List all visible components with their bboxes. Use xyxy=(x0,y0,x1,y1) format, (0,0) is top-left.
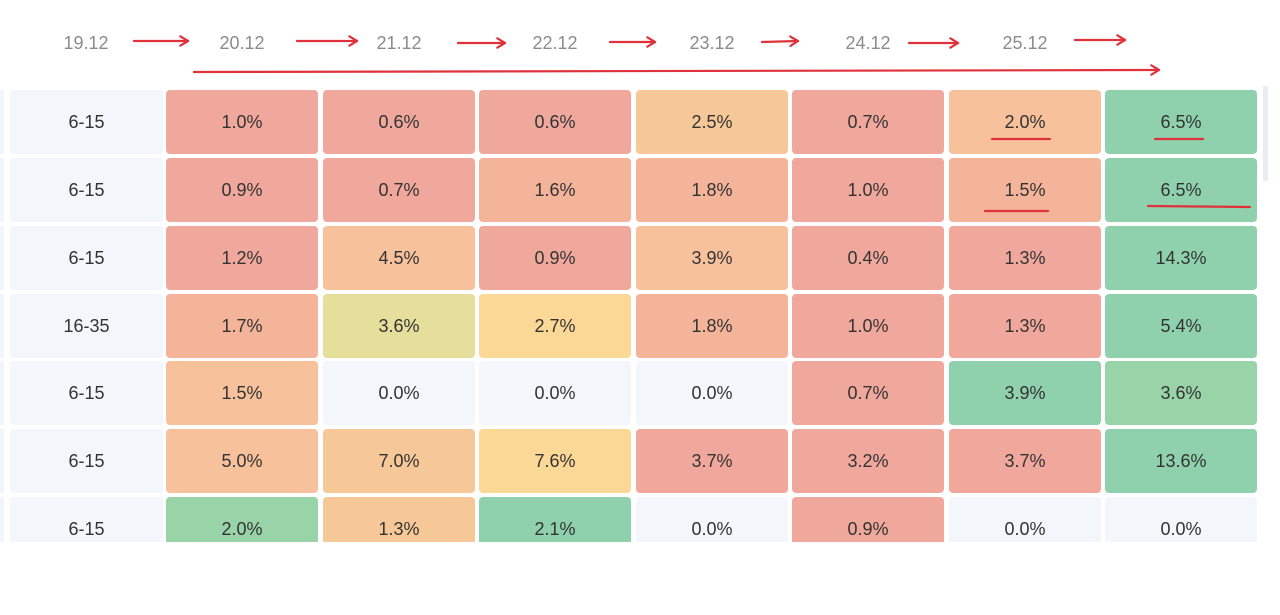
value-cell: 1.0% xyxy=(792,158,944,222)
value-cell: 0.9% xyxy=(479,226,631,290)
value-cell: 0.0% xyxy=(636,361,788,425)
value-cell: 2.0% xyxy=(166,497,318,542)
value-cell: 1.8% xyxy=(636,294,788,358)
value-cell: 2.7% xyxy=(479,294,631,358)
value-cell: 1.5% xyxy=(949,158,1101,222)
value-cell: 7.6% xyxy=(479,429,631,493)
row-edge xyxy=(0,429,4,493)
value-cell: 0.7% xyxy=(323,158,475,222)
value-cell: 4.5% xyxy=(323,226,475,290)
table-row: 16-35 1.7% 3.6% 2.7% 1.8% 1.0% 1.3% 5.4% xyxy=(0,294,1280,358)
row-edge xyxy=(0,497,4,542)
row-edge xyxy=(0,294,4,358)
value-cell: 1.7% xyxy=(166,294,318,358)
table-row: 6-15 1.5% 0.0% 0.0% 0.0% 0.7% 3.9% 3.6% xyxy=(0,361,1280,425)
table-row: 6-15 5.0% 7.0% 7.6% 3.7% 3.2% 3.7% 13.6% xyxy=(0,429,1280,493)
value-cell: 1.8% xyxy=(636,158,788,222)
value-cell: 1.3% xyxy=(949,226,1101,290)
value-cell: 0.0% xyxy=(323,361,475,425)
date-label: 21.12 xyxy=(376,33,422,53)
row-label: 6-15 xyxy=(10,429,163,493)
value-cell: 1.3% xyxy=(949,294,1101,358)
value-cell: 0.0% xyxy=(1105,497,1257,542)
value-cell: 0.6% xyxy=(479,90,631,154)
value-cell: 3.9% xyxy=(949,361,1101,425)
date-label: 22.12 xyxy=(532,33,578,53)
value-cell: 3.7% xyxy=(949,429,1101,493)
value-cell: 14.3% xyxy=(1105,226,1257,290)
value-cell: 0.7% xyxy=(792,90,944,154)
value-cell: 0.9% xyxy=(792,497,944,542)
value-cell: 1.0% xyxy=(792,294,944,358)
date-header: 19.12 20.12 21.12 22.12 23.12 24.12 25.12 xyxy=(0,0,1280,85)
table-row: 6-15 1.2% 4.5% 0.9% 3.9% 0.4% 1.3% 14.3% xyxy=(0,226,1280,290)
value-cell: 1.6% xyxy=(479,158,631,222)
row-edge xyxy=(0,226,4,290)
row-label: 6-15 xyxy=(10,226,163,290)
table-row: 6-15 2.0% 1.3% 2.1% 0.0% 0.9% 0.0% 0.0% xyxy=(0,497,1280,542)
row-label: 6-15 xyxy=(10,361,163,425)
value-cell: 1.3% xyxy=(323,497,475,542)
table-row: 6-15 0.9% 0.7% 1.6% 1.8% 1.0% 1.5% 6.5% xyxy=(0,158,1280,222)
value-cell: 1.5% xyxy=(166,361,318,425)
retention-table: 6-15 1.0% 0.6% 0.6% 2.5% 0.7% 2.0% 6.5% 6-15 0.9%… xyxy=(0,86,1280,542)
value-cell: 0.6% xyxy=(323,90,475,154)
scrollbar[interactable] xyxy=(1263,86,1268,181)
row-edge xyxy=(0,158,4,222)
row-edge xyxy=(0,90,4,154)
value-cell: 0.0% xyxy=(949,497,1101,542)
value-cell: 1.2% xyxy=(166,226,318,290)
row-label: 6-15 xyxy=(10,90,163,154)
value-cell: 1.0% xyxy=(166,90,318,154)
value-cell: 0.7% xyxy=(792,361,944,425)
value-cell: 0.0% xyxy=(636,497,788,542)
value-cell: 5.0% xyxy=(166,429,318,493)
row-label: 16-35 xyxy=(10,294,163,358)
value-cell: 6.5% xyxy=(1105,90,1257,154)
value-cell: 3.6% xyxy=(1105,361,1257,425)
date-label: 25.12 xyxy=(1002,33,1048,53)
value-cell: 6.5% xyxy=(1105,158,1257,222)
value-cell: 3.2% xyxy=(792,429,944,493)
table-row: 6-15 1.0% 0.6% 0.6% 2.5% 0.7% 2.0% 6.5% xyxy=(0,90,1280,154)
date-label: 19.12 xyxy=(63,33,109,53)
value-cell: 3.7% xyxy=(636,429,788,493)
date-label: 20.12 xyxy=(219,33,265,53)
row-edge xyxy=(0,361,4,425)
value-cell: 7.0% xyxy=(323,429,475,493)
row-label: 6-15 xyxy=(10,497,163,542)
value-cell: 0.4% xyxy=(792,226,944,290)
row-label: 6-15 xyxy=(10,158,163,222)
value-cell: 0.0% xyxy=(479,361,631,425)
value-cell: 2.0% xyxy=(949,90,1101,154)
value-cell: 5.4% xyxy=(1105,294,1257,358)
value-cell: 2.5% xyxy=(636,90,788,154)
value-cell: 3.6% xyxy=(323,294,475,358)
value-cell: 13.6% xyxy=(1105,429,1257,493)
value-cell: 3.9% xyxy=(636,226,788,290)
value-cell: 2.1% xyxy=(479,497,631,542)
value-cell: 0.9% xyxy=(166,158,318,222)
date-label: 24.12 xyxy=(845,33,891,53)
date-label: 23.12 xyxy=(689,33,735,53)
